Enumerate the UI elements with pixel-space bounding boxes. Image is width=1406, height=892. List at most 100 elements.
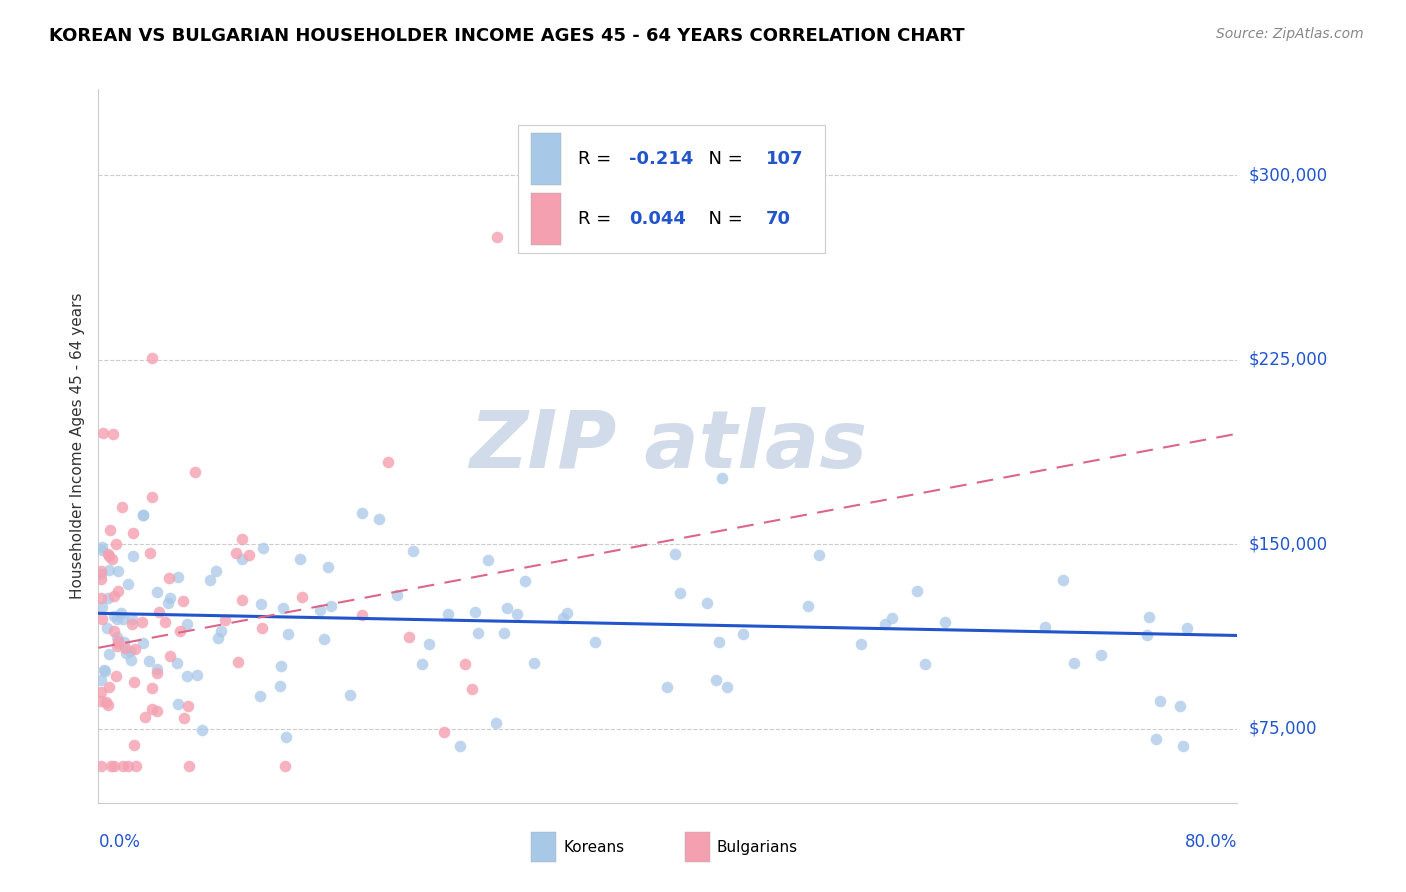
Point bbox=[169, 624, 191, 638]
Point bbox=[148, 605, 170, 619]
Point bbox=[209, 624, 232, 639]
Point bbox=[132, 636, 155, 650]
Point bbox=[111, 500, 134, 515]
Point bbox=[1136, 628, 1159, 642]
Point bbox=[107, 565, 129, 579]
FancyBboxPatch shape bbox=[517, 125, 825, 253]
Point bbox=[1177, 621, 1199, 635]
Point bbox=[112, 612, 135, 626]
Point bbox=[277, 626, 299, 640]
Point bbox=[141, 351, 163, 365]
Point bbox=[186, 668, 208, 682]
Point bbox=[115, 646, 138, 660]
Point bbox=[477, 553, 499, 567]
Point bbox=[179, 759, 201, 773]
Point bbox=[231, 593, 253, 607]
Point bbox=[105, 537, 128, 551]
Point bbox=[398, 630, 420, 644]
Point bbox=[460, 682, 482, 697]
Text: 80.0%: 80.0% bbox=[1185, 833, 1237, 851]
Point bbox=[90, 542, 112, 557]
Point bbox=[173, 710, 195, 724]
Point bbox=[146, 585, 169, 599]
Point bbox=[269, 679, 291, 693]
Point bbox=[882, 611, 904, 625]
Point bbox=[159, 591, 181, 606]
Point bbox=[339, 689, 361, 703]
Text: N =: N = bbox=[697, 150, 749, 168]
Point bbox=[1052, 573, 1074, 587]
Point bbox=[97, 647, 120, 661]
Point bbox=[121, 526, 143, 541]
Point bbox=[141, 702, 163, 716]
FancyBboxPatch shape bbox=[685, 832, 710, 862]
Point bbox=[121, 616, 143, 631]
Point bbox=[707, 635, 730, 649]
Point bbox=[252, 541, 274, 555]
Point bbox=[93, 663, 115, 677]
Point bbox=[111, 759, 134, 773]
Point bbox=[934, 615, 956, 630]
Point bbox=[1144, 732, 1167, 747]
Text: KOREAN VS BULGARIAN HOUSEHOLDER INCOME AGES 45 - 64 YEARS CORRELATION CHART: KOREAN VS BULGARIAN HOUSEHOLDER INCOME A… bbox=[49, 27, 965, 45]
Point bbox=[198, 573, 221, 587]
Point bbox=[270, 659, 292, 673]
Point bbox=[114, 641, 136, 656]
Point bbox=[98, 680, 121, 694]
Point bbox=[513, 574, 536, 588]
Point bbox=[112, 634, 135, 648]
Point bbox=[124, 642, 146, 657]
Point bbox=[290, 551, 312, 566]
Point bbox=[1173, 739, 1195, 754]
Text: Bulgarians: Bulgarians bbox=[717, 839, 799, 855]
Point bbox=[449, 739, 471, 754]
Text: R =: R = bbox=[578, 211, 617, 228]
Point bbox=[314, 632, 336, 646]
Point bbox=[797, 599, 820, 613]
Point bbox=[291, 591, 314, 605]
Point bbox=[141, 681, 163, 695]
Point bbox=[125, 759, 148, 773]
Point bbox=[98, 563, 121, 577]
Point bbox=[207, 632, 229, 646]
Point bbox=[228, 655, 250, 669]
FancyBboxPatch shape bbox=[531, 832, 557, 862]
Point bbox=[90, 685, 112, 699]
Point bbox=[190, 723, 212, 738]
Point bbox=[110, 606, 132, 620]
Point bbox=[96, 695, 118, 709]
Point bbox=[184, 465, 207, 479]
Text: $225,000: $225,000 bbox=[1249, 351, 1327, 369]
Point bbox=[274, 759, 297, 773]
Point bbox=[418, 637, 440, 651]
Point bbox=[873, 616, 896, 631]
Point bbox=[105, 630, 128, 644]
Text: $75,000: $75,000 bbox=[1249, 720, 1317, 738]
Point bbox=[100, 759, 122, 773]
Point bbox=[153, 615, 176, 629]
Point bbox=[91, 541, 114, 555]
Point bbox=[90, 612, 112, 626]
Point bbox=[105, 612, 128, 626]
Point bbox=[90, 564, 112, 578]
Point bbox=[204, 564, 226, 578]
Point bbox=[231, 532, 253, 546]
Point bbox=[249, 689, 271, 703]
Point bbox=[90, 591, 112, 605]
Point bbox=[118, 643, 141, 657]
Point bbox=[172, 593, 194, 607]
Point bbox=[104, 669, 127, 683]
Point bbox=[464, 605, 486, 619]
Point bbox=[90, 759, 112, 773]
Text: -0.214: -0.214 bbox=[628, 150, 693, 168]
Text: $300,000: $300,000 bbox=[1249, 166, 1327, 185]
Point bbox=[494, 626, 516, 640]
Point bbox=[905, 583, 928, 598]
Point bbox=[157, 571, 180, 585]
Text: 70: 70 bbox=[766, 211, 790, 228]
Point bbox=[506, 607, 529, 621]
Point bbox=[1137, 610, 1160, 624]
Point bbox=[1168, 698, 1191, 713]
Point bbox=[555, 606, 578, 620]
Point bbox=[664, 547, 686, 561]
